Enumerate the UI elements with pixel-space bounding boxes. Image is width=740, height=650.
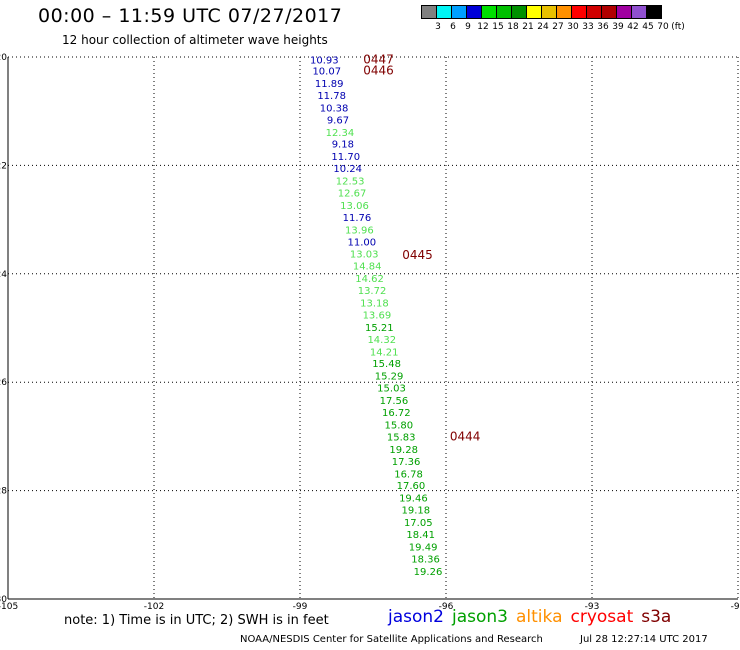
wave-height-label: 11.78 (317, 91, 346, 102)
wave-height-label: 13.72 (358, 286, 387, 297)
color-scale-label: 12 (477, 22, 489, 32)
x-tick-label: -96 (439, 602, 454, 612)
color-scale-label: 15 (492, 22, 504, 32)
y-tick-label: -22 (0, 161, 7, 171)
wave-height-label: 16.72 (382, 408, 411, 419)
page-subtitle: 12 hour collection of altimeter wave hei… (62, 33, 328, 47)
wave-height-label: 19.28 (389, 445, 418, 456)
wave-height-label: 10.07 (312, 67, 341, 78)
color-scale-label: 70 (657, 22, 669, 32)
wave-height-label: 11.00 (347, 237, 376, 248)
pass-time-label: 0445 (402, 248, 433, 262)
y-tick-label: -20 (0, 53, 7, 63)
color-scale-label: 36 (597, 22, 609, 32)
wave-height-label: 13.03 (350, 250, 379, 261)
legend-item-s3a: s3a (641, 607, 672, 627)
wave-height-label: 16.78 (394, 469, 423, 480)
y-tick-label: -28 (0, 487, 7, 497)
wave-height-label: 14.21 (370, 347, 399, 358)
wave-height-label: 9.67 (327, 115, 349, 126)
color-scale-label: 45 (642, 22, 654, 32)
wave-height-label: 14.62 (355, 274, 384, 285)
y-tick-label: -26 (0, 378, 7, 388)
color-scale-label: 33 (582, 22, 594, 32)
wave-height-label: 18.36 (411, 554, 440, 565)
x-tick-label: -93 (585, 602, 600, 612)
wave-height-label: 15.80 (384, 420, 413, 431)
wave-height-label: 19.26 (414, 567, 443, 578)
color-scale-label: 18 (507, 22, 519, 32)
wave-height-label: 17.56 (380, 396, 409, 407)
wave-height-label: 13.06 (340, 201, 369, 212)
x-tick-label: -99 (293, 602, 308, 612)
y-tick-label: -24 (0, 270, 7, 280)
wave-height-label: 9.18 (332, 140, 354, 151)
wave-height-label: 15.21 (365, 323, 394, 334)
wave-height-label: 19.18 (402, 506, 431, 517)
wave-height-label: 15.29 (375, 372, 404, 383)
wave-height-label: 13.69 (363, 310, 392, 321)
wave-height-label: 10.24 (333, 164, 362, 175)
pass-time-label: 0444 (450, 429, 481, 443)
satellite-legend: jason2 jason3 altika cryosat s3a (388, 607, 679, 627)
color-scale-label: 3 (435, 22, 441, 32)
page-title: 00:00 – 11:59 UTC 07/27/2017 (38, 5, 343, 27)
legend-item-cryosat: cryosat (570, 607, 634, 627)
generation-timestamp: Jul 28 12:27:14 UTC 2017 (580, 634, 708, 645)
y-tick-label: -30 (0, 595, 7, 605)
wave-height-label: 17.60 (397, 481, 426, 492)
legend-item-jason2: jason2 (388, 607, 444, 627)
pass-time-label: 0447 (363, 53, 394, 67)
color-scale-label: 27 (552, 22, 564, 32)
x-tick-label: -102 (144, 602, 164, 612)
legend-item-altika: altika (516, 607, 563, 627)
wave-height-label: 18.41 (406, 530, 435, 541)
wave-height-label: 11.89 (315, 79, 344, 90)
color-scale-cell (646, 5, 662, 19)
color-scale-label: 9 (465, 22, 471, 32)
wave-height-label: 11.70 (331, 152, 360, 163)
color-scale-label: 42 (627, 22, 639, 32)
wave-height-label: 14.32 (367, 335, 396, 346)
wave-height-label: 15.48 (372, 359, 401, 370)
color-scale-label: 6 (450, 22, 456, 32)
legend-item-jason3: jason3 (452, 607, 508, 627)
wave-height-label: 12.34 (326, 128, 355, 139)
footer-note: note: 1) Time is in UTC; 2) SWH is in fe… (64, 613, 329, 628)
pass-time-label: 0446 (363, 64, 394, 78)
color-scale-legend: 3 6 9 12 15 18 21 24 27 30 33 36 39 42 45 70 (ft) (421, 5, 685, 34)
wave-height-label: 17.05 (404, 518, 433, 529)
credit-line: NOAA/NESDIS Center for Satellite Applica… (240, 634, 543, 645)
wave-height-label: 12.67 (338, 189, 367, 200)
wave-height-label: 14.84 (353, 262, 382, 273)
wave-height-label: 17.36 (392, 457, 421, 468)
wave-height-label: 10.38 (320, 103, 349, 114)
color-scale-label: 39 (612, 22, 624, 32)
x-tick-label: -105 (0, 602, 18, 612)
color-scale-label: 24 (537, 22, 549, 32)
wave-height-label: 10.93 (310, 56, 339, 67)
color-scale-labels: 3 6 9 12 15 18 21 24 27 30 33 36 39 42 45 70 (ft) (421, 22, 685, 34)
color-scale-label: 30 (567, 22, 579, 32)
color-scale-label: 21 (522, 22, 534, 32)
wave-height-label: 12.53 (336, 177, 365, 188)
wave-height-label: 13.96 (345, 225, 374, 236)
color-scale-cells (421, 5, 662, 19)
wave-height-label: 13.18 (360, 299, 389, 310)
wave-height-label: 11.76 (343, 213, 372, 224)
wave-height-label: 15.83 (387, 432, 416, 443)
wave-height-label: 19.46 (399, 494, 428, 505)
color-scale-label: (ft) (671, 22, 685, 32)
x-tick-label: -90 (731, 602, 740, 612)
wave-height-label: 15.03 (377, 384, 406, 395)
wave-height-label: 19.49 (409, 542, 438, 553)
